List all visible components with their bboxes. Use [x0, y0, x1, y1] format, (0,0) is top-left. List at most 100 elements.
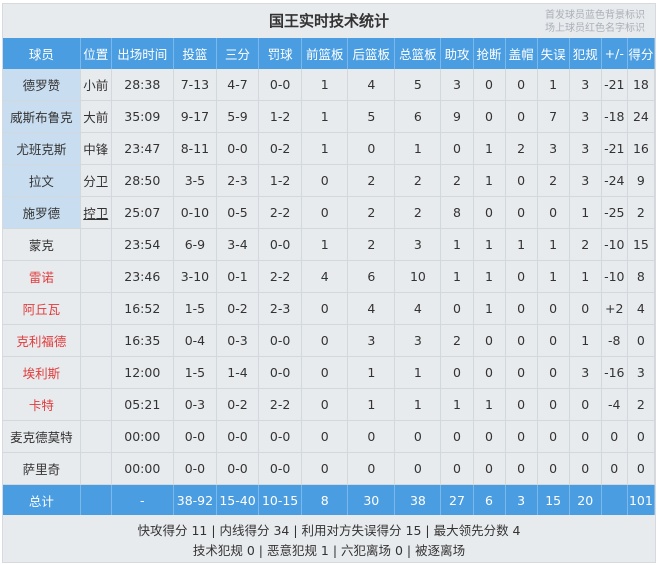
stat-cell: 1 — [301, 228, 349, 261]
total-cell — [601, 484, 628, 515]
total-cell: 3 — [505, 484, 538, 515]
column-header: +/- — [601, 38, 628, 69]
total-cell: 30 — [347, 484, 396, 515]
stat-cell: 0 — [537, 324, 570, 357]
player-name: 拉文 — [3, 164, 81, 197]
player-row: 德罗赞 小前 28:38 7-13 4-7 0-0 1 4 5 3 0 0 1 3 -21 18 — [3, 69, 656, 101]
stat-cell: 4 — [627, 292, 656, 325]
stat-cell: 2 — [627, 196, 656, 229]
stat-cell: 00:00 — [111, 420, 174, 453]
player-position — [80, 420, 112, 453]
stat-cell: 0-1 — [216, 260, 260, 293]
stat-cell: 0-0 — [216, 132, 260, 165]
column-header: 出场时间 — [111, 38, 174, 69]
stat-cell: 0-0 — [258, 356, 303, 389]
stat-cell: -4 — [601, 388, 628, 421]
stat-cell: 3-5 — [173, 164, 217, 197]
column-header: 抢断 — [473, 38, 506, 69]
stat-cell: -21 — [601, 132, 628, 165]
player-name: 威斯布鲁克 — [3, 100, 81, 133]
stat-cell: 9 — [627, 164, 656, 197]
stat-cell: 3 — [569, 356, 602, 389]
stat-cell: 4 — [394, 292, 442, 325]
stat-cell: 0 — [394, 452, 442, 485]
stat-cell: 0 — [473, 100, 506, 133]
boxscore-panel: 国王实时技术统计 首发球员蓝色背景标识 场上球员红色名字标识 球员 位置 出场时间投… — [2, 3, 656, 563]
stat-cell: 2 — [537, 164, 570, 197]
stat-cell: 3 — [569, 164, 602, 197]
stat-cell: 1 — [473, 164, 506, 197]
stat-cell: 0 — [301, 388, 349, 421]
player-row: 埃利斯 12:00 1-5 1-4 0-0 0 1 1 0 0 0 0 3 -16 3 — [3, 356, 656, 389]
stat-cell: -16 — [601, 356, 628, 389]
stat-cell: 1 — [394, 388, 442, 421]
stat-cell: 2 — [347, 228, 396, 261]
stat-cell: 0 — [473, 69, 506, 101]
player-name: 埃利斯 — [3, 356, 81, 389]
page-title: 国王实时技术统计 首发球员蓝色背景标识 场上球员红色名字标识 — [3, 4, 655, 38]
stat-cell: 0 — [440, 356, 474, 389]
stat-cell: 0 — [347, 452, 396, 485]
stat-cell: 1-5 — [173, 356, 217, 389]
column-header: 犯规 — [569, 38, 602, 69]
stat-cell: 0 — [537, 420, 570, 453]
stat-cell: 28:50 — [111, 164, 174, 197]
stat-cell: 1 — [347, 388, 396, 421]
player-name: 雷诺 — [3, 260, 81, 293]
player-position — [80, 388, 112, 421]
player-position: 控卫 — [80, 196, 112, 229]
stat-cell: 23:46 — [111, 260, 174, 293]
stat-cell: 0 — [440, 452, 474, 485]
stat-cell: 1 — [301, 132, 349, 165]
column-header: 失误 — [537, 38, 570, 69]
stat-cell: 2 — [347, 164, 396, 197]
stat-cell: 4 — [347, 292, 396, 325]
column-header: 前篮板 — [301, 38, 349, 69]
stat-cell: 0-0 — [173, 420, 217, 453]
stat-cell: 0 — [301, 324, 349, 357]
stat-cell: 0-4 — [173, 324, 217, 357]
stat-cell: 1 — [440, 228, 474, 261]
stat-cell: 0-0 — [258, 420, 303, 453]
player-row: 阿丘瓦 16:52 1-5 0-2 2-3 0 4 4 0 1 0 0 0 +2 4 — [3, 292, 656, 325]
stat-cell: 0 — [301, 420, 349, 453]
header-row: 球员 位置 出场时间 投篮 三分 罚球 前篮板 后篮板 总篮板 助攻 抢断 盖帽 失误 犯规 +/- 得分 — [3, 38, 656, 69]
column-header: 盖帽 — [505, 38, 538, 69]
stat-cell: 5 — [394, 69, 442, 101]
summary-line-1: 快攻得分 11 | 内线得分 34 | 利用对方失误得分 15 | 最大领先分数… — [137, 523, 521, 538]
stat-cell: 0 — [301, 196, 349, 229]
player-row: 威斯布鲁克 大前 35:09 9-17 5-9 1-2 1 5 6 9 0 0 7 3 -18 24 — [3, 100, 656, 133]
stat-cell: 0 — [537, 452, 570, 485]
stat-cell: 0-2 — [216, 292, 260, 325]
stat-cell: 6-9 — [173, 228, 217, 261]
stat-cell: 23:54 — [111, 228, 174, 261]
stat-cell: 2-2 — [258, 388, 303, 421]
total-cell: 8 — [301, 484, 349, 515]
stat-cell: 1-5 — [173, 292, 217, 325]
stats-table: 球员 位置 出场时间 投篮 三分 罚球 前篮板 后篮板 总篮板 助攻 抢断 盖帽 失误 犯规 +/- 得分 德… — [3, 38, 656, 515]
stat-cell: 0 — [301, 452, 349, 485]
column-header: 得分 — [627, 38, 656, 69]
stat-cell: 12:00 — [111, 356, 174, 389]
stat-cell: 4 — [347, 69, 396, 101]
stat-cell: 0-0 — [258, 452, 303, 485]
stat-cell: -25 — [601, 196, 628, 229]
stat-cell: 0 — [473, 356, 506, 389]
player-name: 蒙克 — [3, 228, 81, 261]
stat-cell: 2-3 — [216, 164, 260, 197]
stat-cell: 15 — [627, 228, 656, 261]
stat-cell: 0-2 — [216, 388, 260, 421]
stat-cell: 5-9 — [216, 100, 260, 133]
stat-cell: 5 — [347, 100, 396, 133]
total-cell: 20 — [569, 484, 602, 515]
stat-cell: 2 — [569, 228, 602, 261]
legend: 首发球员蓝色背景标识 场上球员红色名字标识 — [545, 9, 645, 35]
stat-cell: 0 — [505, 260, 538, 293]
player-name: 卡特 — [3, 388, 81, 421]
stat-cell: 0 — [627, 452, 656, 485]
stat-cell: 0-0 — [173, 452, 217, 485]
stat-cell: 0 — [537, 356, 570, 389]
stat-cell: 0 — [569, 420, 602, 453]
stat-cell: 2 — [440, 164, 474, 197]
stat-cell: 8 — [627, 260, 656, 293]
